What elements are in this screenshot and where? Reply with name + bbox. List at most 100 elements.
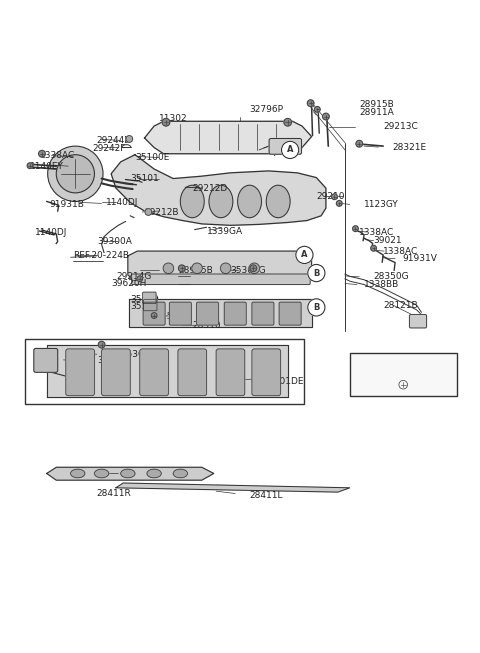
Text: 28350G: 28350G xyxy=(373,272,409,281)
Text: 1123GY: 1123GY xyxy=(364,200,399,209)
Text: 28911A: 28911A xyxy=(360,108,394,117)
Ellipse shape xyxy=(95,470,109,478)
Circle shape xyxy=(249,263,260,274)
Text: 1140FY: 1140FY xyxy=(355,355,388,364)
Circle shape xyxy=(353,226,359,232)
Circle shape xyxy=(336,200,342,206)
Circle shape xyxy=(281,141,299,159)
Circle shape xyxy=(308,264,325,281)
FancyBboxPatch shape xyxy=(143,292,156,304)
Circle shape xyxy=(137,276,143,281)
Text: 35101: 35101 xyxy=(130,174,159,183)
Text: 29212B: 29212B xyxy=(144,208,179,217)
Text: 1338AC: 1338AC xyxy=(383,247,419,255)
FancyBboxPatch shape xyxy=(252,302,274,325)
FancyBboxPatch shape xyxy=(102,349,130,396)
Text: 1338BB: 1338BB xyxy=(364,280,399,289)
Bar xyxy=(350,353,457,396)
Text: 35304G: 35304G xyxy=(230,266,266,275)
Circle shape xyxy=(308,299,325,316)
Text: 28915B: 28915B xyxy=(178,266,213,275)
Circle shape xyxy=(145,208,152,215)
Text: 91931B: 91931B xyxy=(49,200,84,209)
Circle shape xyxy=(48,146,103,202)
FancyBboxPatch shape xyxy=(216,349,245,396)
Text: 28915B: 28915B xyxy=(360,100,394,109)
Circle shape xyxy=(371,246,376,251)
Polygon shape xyxy=(129,299,312,327)
Circle shape xyxy=(314,106,320,112)
Circle shape xyxy=(151,313,157,319)
Circle shape xyxy=(284,118,291,126)
FancyBboxPatch shape xyxy=(252,349,281,396)
Ellipse shape xyxy=(173,470,188,478)
Text: 35309: 35309 xyxy=(130,295,159,304)
Text: 39300A: 39300A xyxy=(97,237,132,246)
Polygon shape xyxy=(111,155,326,225)
Circle shape xyxy=(220,263,231,274)
FancyBboxPatch shape xyxy=(140,349,168,396)
Circle shape xyxy=(192,263,202,274)
FancyBboxPatch shape xyxy=(66,349,95,396)
Text: 28411L: 28411L xyxy=(250,492,283,500)
Circle shape xyxy=(250,265,257,272)
Ellipse shape xyxy=(120,470,135,478)
FancyBboxPatch shape xyxy=(178,349,206,396)
Circle shape xyxy=(296,246,313,264)
Text: 1339GA: 1339GA xyxy=(206,227,243,236)
Text: A: A xyxy=(287,146,293,154)
FancyBboxPatch shape xyxy=(269,138,301,154)
Ellipse shape xyxy=(71,470,85,478)
Text: 28310: 28310 xyxy=(192,321,221,330)
Bar xyxy=(25,340,304,404)
Polygon shape xyxy=(116,483,350,492)
FancyBboxPatch shape xyxy=(279,302,301,325)
Ellipse shape xyxy=(147,470,161,478)
FancyBboxPatch shape xyxy=(144,299,157,311)
Text: 1153CB: 1153CB xyxy=(116,349,151,358)
FancyBboxPatch shape xyxy=(34,349,58,372)
Text: 91931V: 91931V xyxy=(402,254,437,263)
Polygon shape xyxy=(144,121,312,153)
Text: 29210: 29210 xyxy=(316,192,345,201)
Text: 39620H: 39620H xyxy=(111,279,146,288)
Text: 29215: 29215 xyxy=(144,312,173,321)
Text: 1140EY: 1140EY xyxy=(30,162,64,171)
Polygon shape xyxy=(47,345,288,397)
Text: B: B xyxy=(313,303,320,312)
Circle shape xyxy=(162,118,170,126)
Text: 1338AC: 1338AC xyxy=(39,151,75,160)
FancyBboxPatch shape xyxy=(143,302,165,325)
Text: 28121B: 28121B xyxy=(383,300,418,310)
Text: 1140DJ: 1140DJ xyxy=(35,227,67,236)
Text: 35310: 35310 xyxy=(130,302,159,311)
Circle shape xyxy=(179,265,185,272)
Text: 28321E: 28321E xyxy=(393,143,427,152)
FancyBboxPatch shape xyxy=(197,302,218,325)
Text: REF.20-224B: REF.20-224B xyxy=(73,251,129,261)
Ellipse shape xyxy=(238,185,262,217)
FancyBboxPatch shape xyxy=(169,302,192,325)
Text: 39021: 39021 xyxy=(373,236,402,245)
Circle shape xyxy=(56,155,95,193)
Ellipse shape xyxy=(209,185,233,217)
Circle shape xyxy=(356,140,363,147)
Text: 35100E: 35100E xyxy=(135,153,169,161)
Text: 1601DE: 1601DE xyxy=(269,377,304,386)
Circle shape xyxy=(38,150,45,157)
Text: 32796P: 32796P xyxy=(250,105,284,114)
Text: 29242F: 29242F xyxy=(92,144,125,153)
Text: 28411R: 28411R xyxy=(97,489,132,498)
FancyBboxPatch shape xyxy=(224,302,246,325)
Circle shape xyxy=(307,100,314,106)
Circle shape xyxy=(399,381,408,389)
Text: A: A xyxy=(301,250,308,259)
Circle shape xyxy=(27,163,33,168)
Text: 33141: 33141 xyxy=(97,357,125,366)
FancyBboxPatch shape xyxy=(132,274,310,285)
Text: 29244B: 29244B xyxy=(97,136,131,145)
Circle shape xyxy=(163,263,174,274)
Text: 29213C: 29213C xyxy=(383,121,418,131)
Circle shape xyxy=(98,342,105,348)
FancyBboxPatch shape xyxy=(409,315,427,328)
